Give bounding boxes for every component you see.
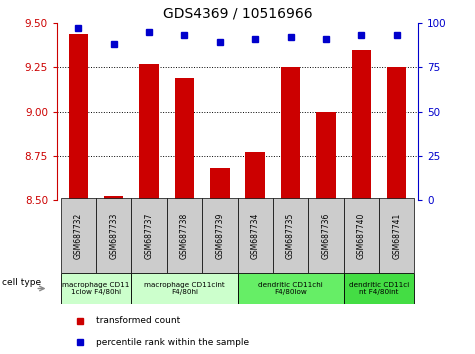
Bar — [379, 198, 415, 273]
Text: GSM687734: GSM687734 — [251, 212, 260, 259]
Title: GDS4369 / 10516966: GDS4369 / 10516966 — [162, 6, 313, 21]
Bar — [104, 196, 124, 200]
Bar — [316, 112, 336, 200]
Bar — [96, 198, 131, 273]
Bar — [308, 198, 344, 273]
Text: dendritic CD11ci
nt F4/80int: dendritic CD11ci nt F4/80int — [349, 282, 409, 295]
Bar — [60, 198, 96, 273]
Text: GSM687739: GSM687739 — [215, 212, 224, 259]
Text: GSM687736: GSM687736 — [322, 212, 331, 259]
Bar — [387, 67, 407, 200]
Bar — [60, 273, 131, 304]
Bar — [352, 50, 371, 200]
Bar — [246, 152, 265, 200]
Text: macrophage CD11
1clow F4/80hi: macrophage CD11 1clow F4/80hi — [62, 282, 130, 295]
Bar — [344, 198, 379, 273]
Bar — [281, 67, 300, 200]
Text: GSM687738: GSM687738 — [180, 212, 189, 258]
Text: dendritic CD11chi
F4/80low: dendritic CD11chi F4/80low — [258, 282, 323, 295]
Text: GSM687735: GSM687735 — [286, 212, 295, 259]
Text: cell type: cell type — [2, 278, 41, 287]
Bar — [210, 168, 229, 200]
Text: transformed count: transformed count — [96, 316, 180, 325]
Bar — [238, 273, 344, 304]
Bar — [175, 78, 194, 200]
Bar — [202, 198, 238, 273]
Text: GSM687741: GSM687741 — [392, 212, 401, 258]
Bar — [344, 273, 415, 304]
Text: GSM687737: GSM687737 — [144, 212, 153, 259]
Text: GSM687740: GSM687740 — [357, 212, 366, 259]
Bar — [238, 198, 273, 273]
Bar — [273, 198, 308, 273]
Bar — [131, 198, 167, 273]
Bar — [68, 34, 88, 200]
Text: GSM687733: GSM687733 — [109, 212, 118, 259]
Bar — [131, 273, 238, 304]
Text: GSM687732: GSM687732 — [74, 212, 83, 258]
Bar — [167, 198, 202, 273]
Text: macrophage CD11cint
F4/80hi: macrophage CD11cint F4/80hi — [144, 282, 225, 295]
Bar — [139, 64, 159, 200]
Text: percentile rank within the sample: percentile rank within the sample — [96, 338, 249, 347]
